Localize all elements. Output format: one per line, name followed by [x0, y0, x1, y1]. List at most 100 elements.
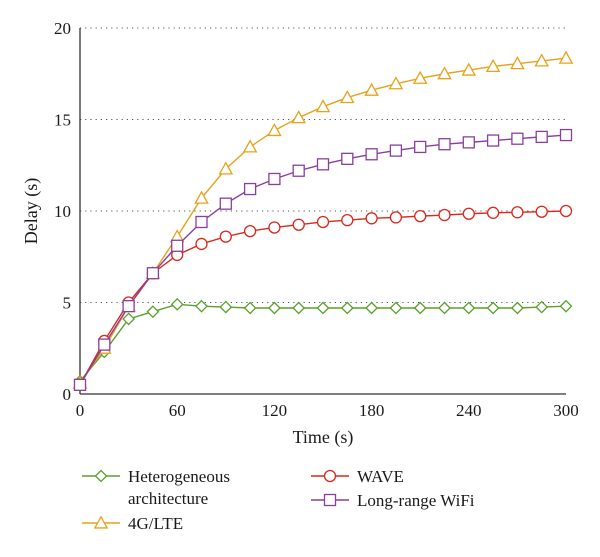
data-point: [462, 136, 475, 149]
legend-label: Heterogeneous: [128, 467, 230, 486]
data-point: [219, 197, 232, 210]
data-point: [146, 267, 160, 280]
data-point: [268, 221, 281, 234]
series-square: [73, 128, 573, 392]
legend-item: Long-range WiFi: [311, 491, 475, 510]
series-line: [79, 210, 567, 386]
data-point: [389, 211, 403, 224]
x-tick-label: 60: [169, 401, 186, 420]
data-point: [340, 301, 354, 315]
data-point: [364, 82, 379, 96]
data-point: [462, 301, 476, 315]
y-tick-label: 20: [54, 19, 71, 38]
data-point: [414, 140, 427, 154]
data-point: [462, 207, 475, 220]
x-axis-label: Time (s): [293, 427, 354, 448]
data-point: [243, 224, 257, 238]
y-tick-label: 10: [54, 202, 71, 221]
data-point: [316, 158, 330, 171]
data-point: [438, 138, 451, 151]
legend-marker: [93, 515, 109, 529]
data-point: [171, 239, 184, 252]
data-point: [510, 301, 524, 315]
data-point: [559, 128, 573, 142]
legend-label: Long-range WiFi: [357, 491, 475, 510]
data-point: [535, 130, 548, 144]
legend-label: 4G/LTE: [128, 514, 183, 533]
data-point: [170, 297, 184, 311]
data-point: [146, 305, 160, 319]
data-point: [389, 144, 403, 157]
x-tick-label: 180: [359, 401, 385, 420]
data-point: [292, 218, 305, 231]
data-point: [559, 299, 573, 313]
series-circle: [73, 204, 573, 392]
data-point: [365, 212, 378, 225]
data-point: [98, 338, 111, 351]
data-point: [242, 139, 258, 153]
data-point: [510, 56, 525, 70]
data-point: [122, 300, 135, 313]
data-point: [194, 190, 209, 204]
data-point: [535, 300, 549, 314]
data-point: [268, 172, 281, 186]
data-point: [461, 62, 477, 76]
data-point: [414, 209, 427, 223]
data-point: [243, 182, 257, 196]
data-point: [292, 164, 305, 177]
data-point: [341, 213, 354, 227]
data-point: [511, 132, 524, 145]
data-point: [365, 301, 379, 315]
data-point: [315, 99, 331, 113]
data-point: [339, 90, 355, 104]
data-point: [219, 230, 232, 243]
x-tick-label: 240: [456, 401, 482, 420]
data-point: [437, 66, 452, 80]
legend-item: 4G/LTE: [82, 514, 183, 533]
data-point: [195, 215, 208, 229]
data-point: [267, 301, 281, 315]
legend-label: architecture: [128, 489, 208, 508]
data-point: [558, 50, 574, 64]
data-point: [559, 204, 573, 218]
data-point: [341, 152, 354, 165]
y-tick-label: 15: [54, 111, 71, 130]
data-point: [316, 301, 330, 315]
data-point: [535, 205, 548, 218]
legend-marker: [94, 469, 108, 483]
tick-labels: 0 5 10 15 20 0 60 120 180 240 300: [54, 19, 579, 420]
series-line: [79, 134, 567, 386]
data-point: [219, 300, 233, 314]
data-point: [292, 301, 306, 315]
data-point: [218, 161, 234, 175]
data-point: [195, 237, 208, 251]
legend-marker: [323, 469, 337, 483]
y-axis-label: Delay (s): [21, 178, 42, 244]
legend-item: Heterogeneous architecture: [82, 467, 230, 508]
legend-label: WAVE: [357, 467, 404, 486]
data-point: [243, 301, 257, 315]
data-point: [413, 301, 427, 315]
y-tick-label: 0: [63, 385, 72, 404]
data-point: [365, 148, 378, 161]
data-point: [316, 215, 330, 229]
x-tick-label: 300: [553, 401, 579, 420]
y-tick-label: 5: [63, 294, 72, 313]
x-tick-label: 0: [76, 401, 85, 420]
series-group: [72, 50, 574, 392]
data-point: [267, 122, 282, 137]
legend-item: WAVE: [311, 467, 404, 486]
x-tick-label: 120: [262, 401, 288, 420]
data-point: [485, 58, 501, 73]
data-point: [389, 301, 403, 315]
data-point: [486, 301, 500, 315]
data-point: [486, 134, 500, 147]
data-point: [486, 206, 500, 219]
data-point: [73, 378, 87, 392]
data-point: [534, 53, 550, 67]
data-point: [438, 208, 451, 222]
data-point: [412, 70, 428, 84]
legend: Heterogeneous architecture 4G/LTE WAVE Long-…: [82, 467, 475, 533]
